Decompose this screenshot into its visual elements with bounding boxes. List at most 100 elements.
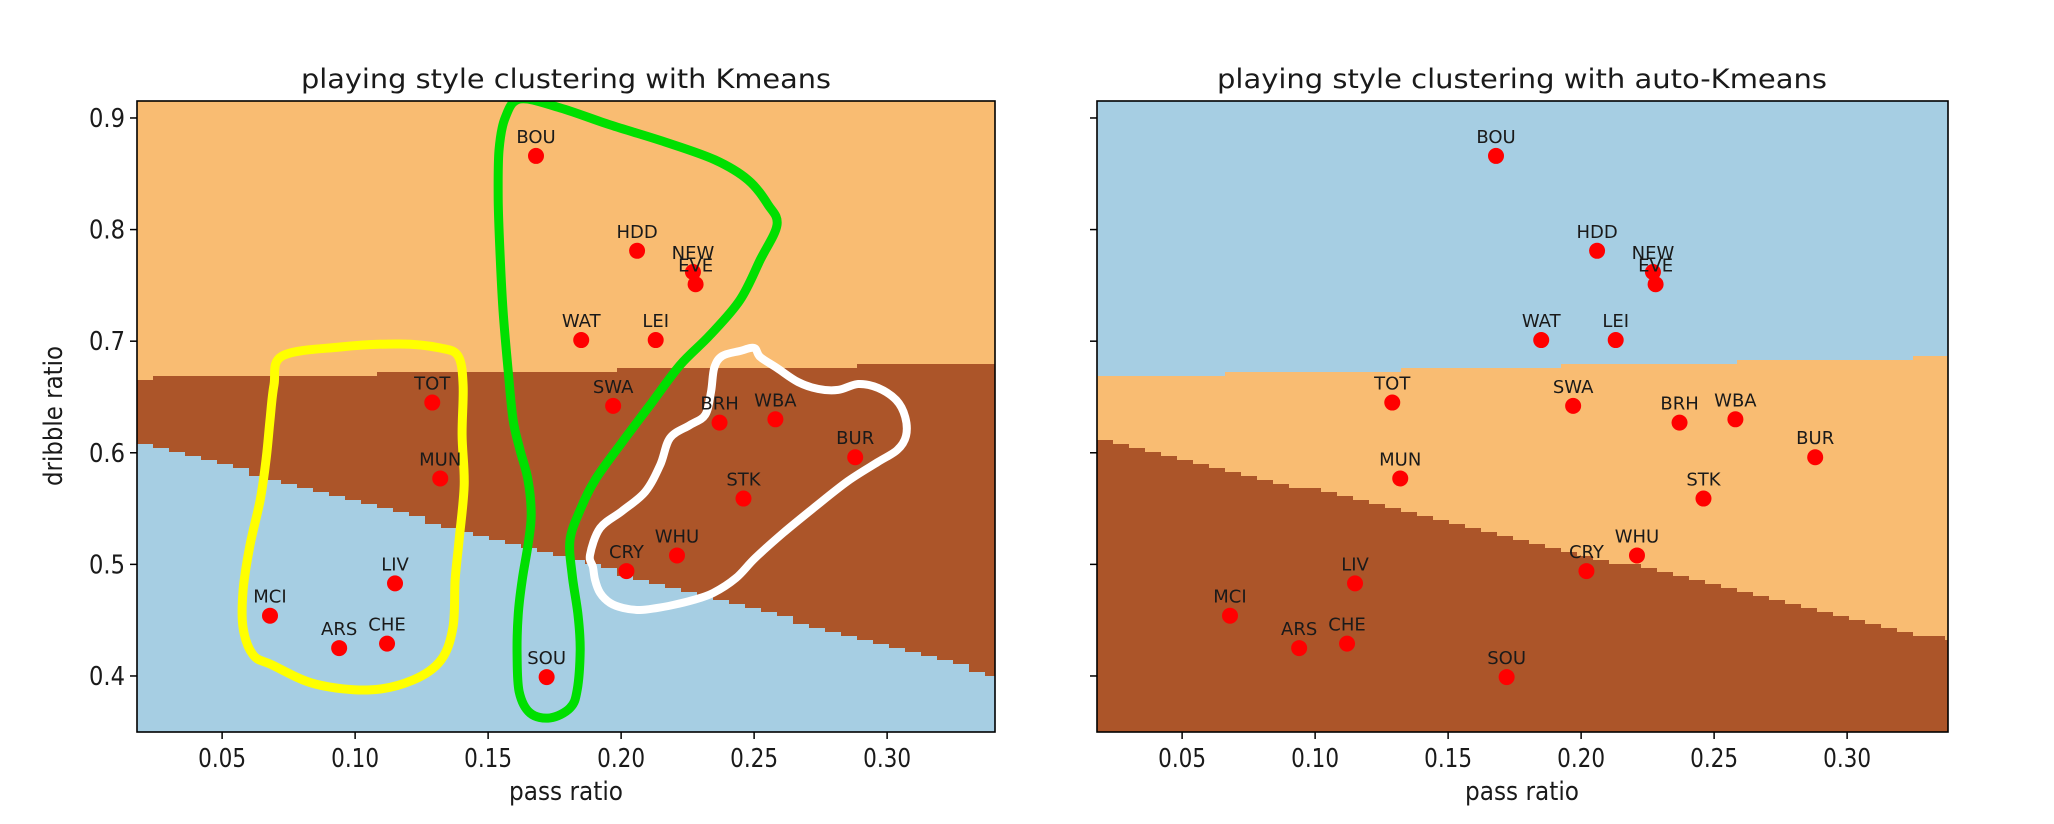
team-label-TOT: TOT bbox=[413, 374, 451, 395]
y-tick-label: 0.7 bbox=[89, 327, 125, 357]
scatter-point-LIV bbox=[1347, 575, 1364, 592]
x-tick-label: 0.10 bbox=[1291, 744, 1339, 774]
scatter-point-WAT bbox=[1533, 332, 1550, 349]
scatter-point-CRY bbox=[618, 563, 635, 580]
team-label-WAT: WAT bbox=[562, 311, 602, 332]
scatter-point-LEI bbox=[1607, 332, 1624, 349]
team-label-MCI: MCI bbox=[1213, 587, 1246, 608]
cluster-contours-layer bbox=[237, 101, 911, 723]
team-label-CRY: CRY bbox=[1569, 542, 1605, 563]
scatter-point-CHE bbox=[379, 635, 396, 652]
plot1-yaxis-label: dribble ratio bbox=[39, 346, 69, 486]
scatter-point-LEI bbox=[647, 332, 664, 349]
team-label-LIV: LIV bbox=[1341, 554, 1369, 575]
scatter-point-BOU bbox=[528, 147, 544, 164]
team-label-ARS: ARS bbox=[321, 619, 357, 640]
scatter-point-EVE bbox=[687, 276, 704, 293]
scatter-point-SWA bbox=[605, 397, 622, 414]
x-tick-label: 0.30 bbox=[863, 744, 911, 774]
team-label-LIV: LIV bbox=[381, 554, 409, 575]
y-tick-label: 0.5 bbox=[89, 550, 125, 580]
scatter-point-CHE bbox=[1339, 635, 1356, 652]
team-label-EVE: EVE bbox=[1638, 255, 1673, 276]
team-label-WBA: WBA bbox=[754, 390, 797, 411]
x-tick-label: 0.10 bbox=[331, 744, 379, 774]
x-tick-label: 0.15 bbox=[464, 744, 512, 774]
team-label-NEW: NEW bbox=[1632, 243, 1675, 264]
team-label-MCI: MCI bbox=[253, 587, 286, 608]
team-label-CRY: CRY bbox=[609, 542, 645, 563]
scatter-point-WHU bbox=[668, 547, 685, 564]
x-tick-label: 0.05 bbox=[198, 744, 246, 774]
team-label-HDD: HDD bbox=[616, 222, 657, 243]
scatter-point-BOU bbox=[1488, 147, 1504, 164]
team-label-BOU: BOU bbox=[1476, 127, 1515, 148]
scatter-point-BUR bbox=[847, 449, 864, 466]
team-label-MUN: MUN bbox=[419, 449, 461, 470]
team-label-CHE: CHE bbox=[368, 615, 405, 636]
team-label-BRH: BRH bbox=[700, 394, 738, 415]
team-label-WHU: WHU bbox=[655, 526, 700, 547]
team-label-MUN: MUN bbox=[1379, 449, 1421, 470]
y-tick-label: 0.4 bbox=[89, 662, 125, 692]
scatter-point-EVE bbox=[1647, 276, 1664, 293]
scatter-point-SOU bbox=[538, 669, 555, 686]
white-cluster-outline bbox=[585, 343, 911, 614]
scatter-point-CRY bbox=[1578, 563, 1595, 580]
scatter-point-HDD bbox=[629, 242, 646, 259]
scatter-point-BRH bbox=[1671, 414, 1688, 431]
scatter-point-WBA bbox=[1727, 411, 1744, 428]
x-tick-label: 0.20 bbox=[597, 744, 645, 774]
decision-region-top bbox=[137, 101, 995, 380]
y-tick-label: 0.6 bbox=[89, 439, 125, 469]
scatter-point-LIV bbox=[387, 575, 404, 592]
team-label-LEI: LEI bbox=[642, 311, 669, 332]
scatter-point-SOU bbox=[1498, 669, 1515, 686]
team-label-SOU: SOU bbox=[1487, 648, 1526, 669]
team-label-SOU: SOU bbox=[527, 648, 566, 669]
team-label-BOU: BOU bbox=[516, 127, 555, 148]
team-label-WHU: WHU bbox=[1615, 526, 1660, 547]
team-label-EVE: EVE bbox=[678, 255, 713, 276]
team-label-SWA: SWA bbox=[593, 377, 634, 398]
x-tick-label: 0.20 bbox=[1557, 744, 1605, 774]
team-label-CHE: CHE bbox=[1328, 615, 1365, 636]
green-cluster-outline bbox=[493, 101, 782, 723]
x-tick-label: 0.05 bbox=[1158, 744, 1206, 774]
scatter-point-BRH bbox=[711, 414, 728, 431]
scatter-point-MUN bbox=[432, 470, 449, 487]
team-label-BUR: BUR bbox=[1796, 428, 1834, 449]
x-tick-label: 0.30 bbox=[1823, 744, 1871, 774]
team-label-ARS: ARS bbox=[1281, 619, 1317, 640]
plot-border bbox=[1096, 100, 1949, 733]
team-label-LEI: LEI bbox=[1602, 311, 1629, 332]
scatter-point-TOT bbox=[424, 394, 441, 411]
x-tick-label: 0.25 bbox=[730, 744, 778, 774]
x-tick-label: 0.15 bbox=[1424, 744, 1472, 774]
scatter-point-NEW bbox=[1644, 263, 1661, 280]
plot2-title: playing style clustering with auto-Kmean… bbox=[1217, 64, 1827, 95]
scatter-point-HDD bbox=[1589, 242, 1606, 259]
team-label-SWA: SWA bbox=[1553, 377, 1594, 398]
scatter-point-STK bbox=[735, 490, 752, 507]
decision-region-top bbox=[1097, 101, 1948, 376]
team-label-WAT: WAT bbox=[1522, 311, 1562, 332]
scatter-point-MUN bbox=[1392, 470, 1409, 487]
plot-border bbox=[136, 100, 996, 733]
axes-layer: 0.05 0.10 0.15 0.20 0.25 0.30 0.4 0.5 0.6 0.7 0.8 0… bbox=[89, 100, 1949, 774]
scatter-point-BUR bbox=[1807, 449, 1824, 466]
scatter-point-TOT bbox=[1384, 394, 1401, 411]
y-tick-label: 0.9 bbox=[89, 104, 125, 134]
team-label-STK: STK bbox=[1686, 470, 1721, 491]
team-label-HDD: HDD bbox=[1576, 222, 1617, 243]
scatter-point-NEW bbox=[684, 263, 701, 280]
scatter-point-MCI bbox=[262, 607, 278, 624]
x-tick-label: 0.25 bbox=[1690, 744, 1738, 774]
plot2-xaxis-label: pass ratio bbox=[1465, 777, 1579, 807]
scatter-point-SWA bbox=[1565, 397, 1582, 414]
team-label-WBA: WBA bbox=[1714, 390, 1757, 411]
team-label-TOT: TOT bbox=[1373, 374, 1411, 395]
